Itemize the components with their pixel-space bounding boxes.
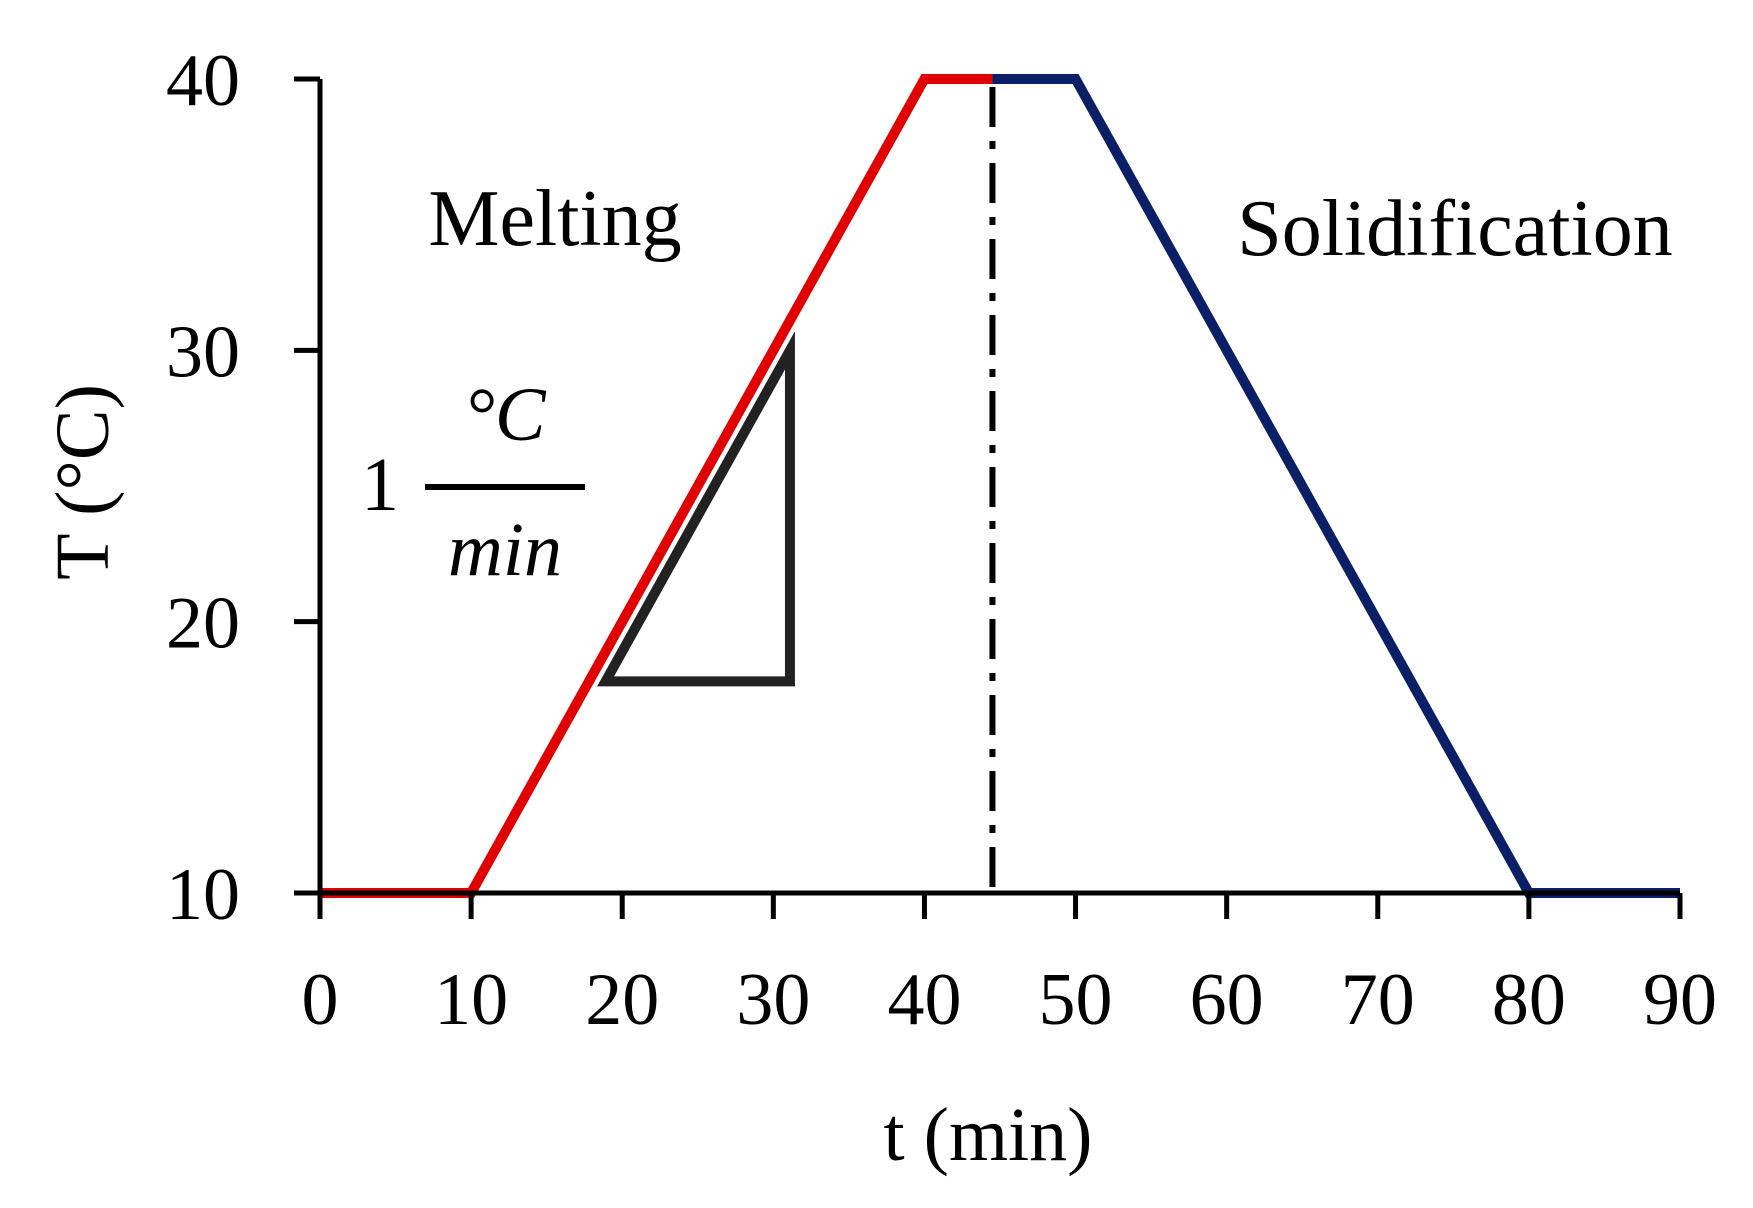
x-tick-label: 0 [302, 959, 339, 1041]
solidification-label: Solidification [1237, 185, 1673, 273]
x-tick-label: 50 [1039, 959, 1113, 1041]
y-tick-label: 10 [166, 854, 240, 936]
x-tick-label: 80 [1492, 959, 1566, 1041]
x-tick-label: 30 [736, 959, 810, 1041]
slope-denominator: min [448, 508, 562, 592]
x-tick-label: 20 [585, 959, 659, 1041]
y-tick-labels: 10 20 30 40 [166, 40, 240, 936]
x-axis-title: t (min) [884, 1093, 1093, 1177]
slope-numerator: °C [464, 373, 546, 457]
x-tick-label: 70 [1341, 959, 1415, 1041]
x-tick-label: 10 [434, 959, 508, 1041]
x-tick-label: 60 [1190, 959, 1264, 1041]
y-axis-title: T (°C) [41, 384, 125, 580]
slope-coefficient: 1 [361, 443, 399, 527]
y-tick-label: 30 [166, 311, 240, 393]
y-tick-label: 20 [166, 583, 240, 665]
axes [294, 76, 1683, 919]
x-tick-label: 40 [887, 959, 961, 1041]
x-tick-labels: 0 10 20 30 40 50 60 70 80 90 [302, 959, 1718, 1041]
y-tick-label: 40 [166, 40, 240, 122]
melting-label: Melting [428, 175, 681, 263]
slope-triangle-group [597, 331, 795, 687]
slope-triangle [597, 331, 795, 687]
slope-annotation: 1 °C min [361, 373, 585, 592]
x-tick-label: 90 [1643, 959, 1717, 1041]
